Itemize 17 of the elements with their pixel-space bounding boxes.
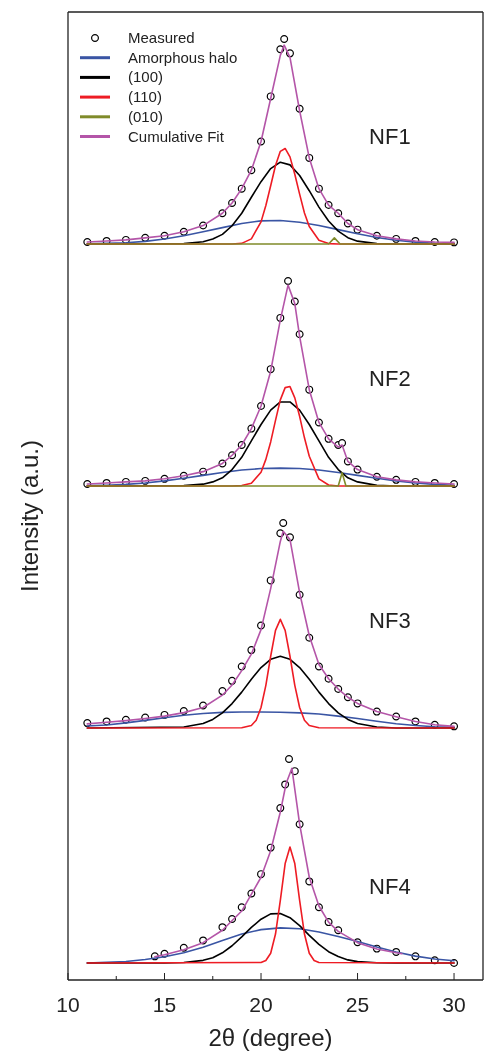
annotation: NF4	[369, 873, 411, 899]
y-axis-title: Intensity (a.u.)	[16, 439, 43, 593]
annotation: NF2	[369, 365, 411, 391]
x-axis-title: 2θ (degree)	[208, 1024, 333, 1051]
legend-label: (010)	[128, 107, 164, 125]
x-tick-label: 20	[249, 993, 273, 1016]
legend-label: (110)	[128, 88, 162, 106]
legend-label: Cumulative Fit	[128, 127, 225, 145]
legend-label: Amorphous halo	[128, 48, 238, 66]
x-tick-label: 30	[442, 993, 466, 1016]
x-tick-label: 25	[345, 993, 370, 1016]
x-tick-label: 10	[56, 993, 80, 1016]
annotation: NF1	[369, 123, 411, 149]
annotation: NF3	[369, 607, 411, 633]
legend-label: (100)	[128, 68, 164, 86]
x-tick-label: 15	[152, 993, 177, 1016]
legend-label: Measured	[128, 29, 195, 46]
